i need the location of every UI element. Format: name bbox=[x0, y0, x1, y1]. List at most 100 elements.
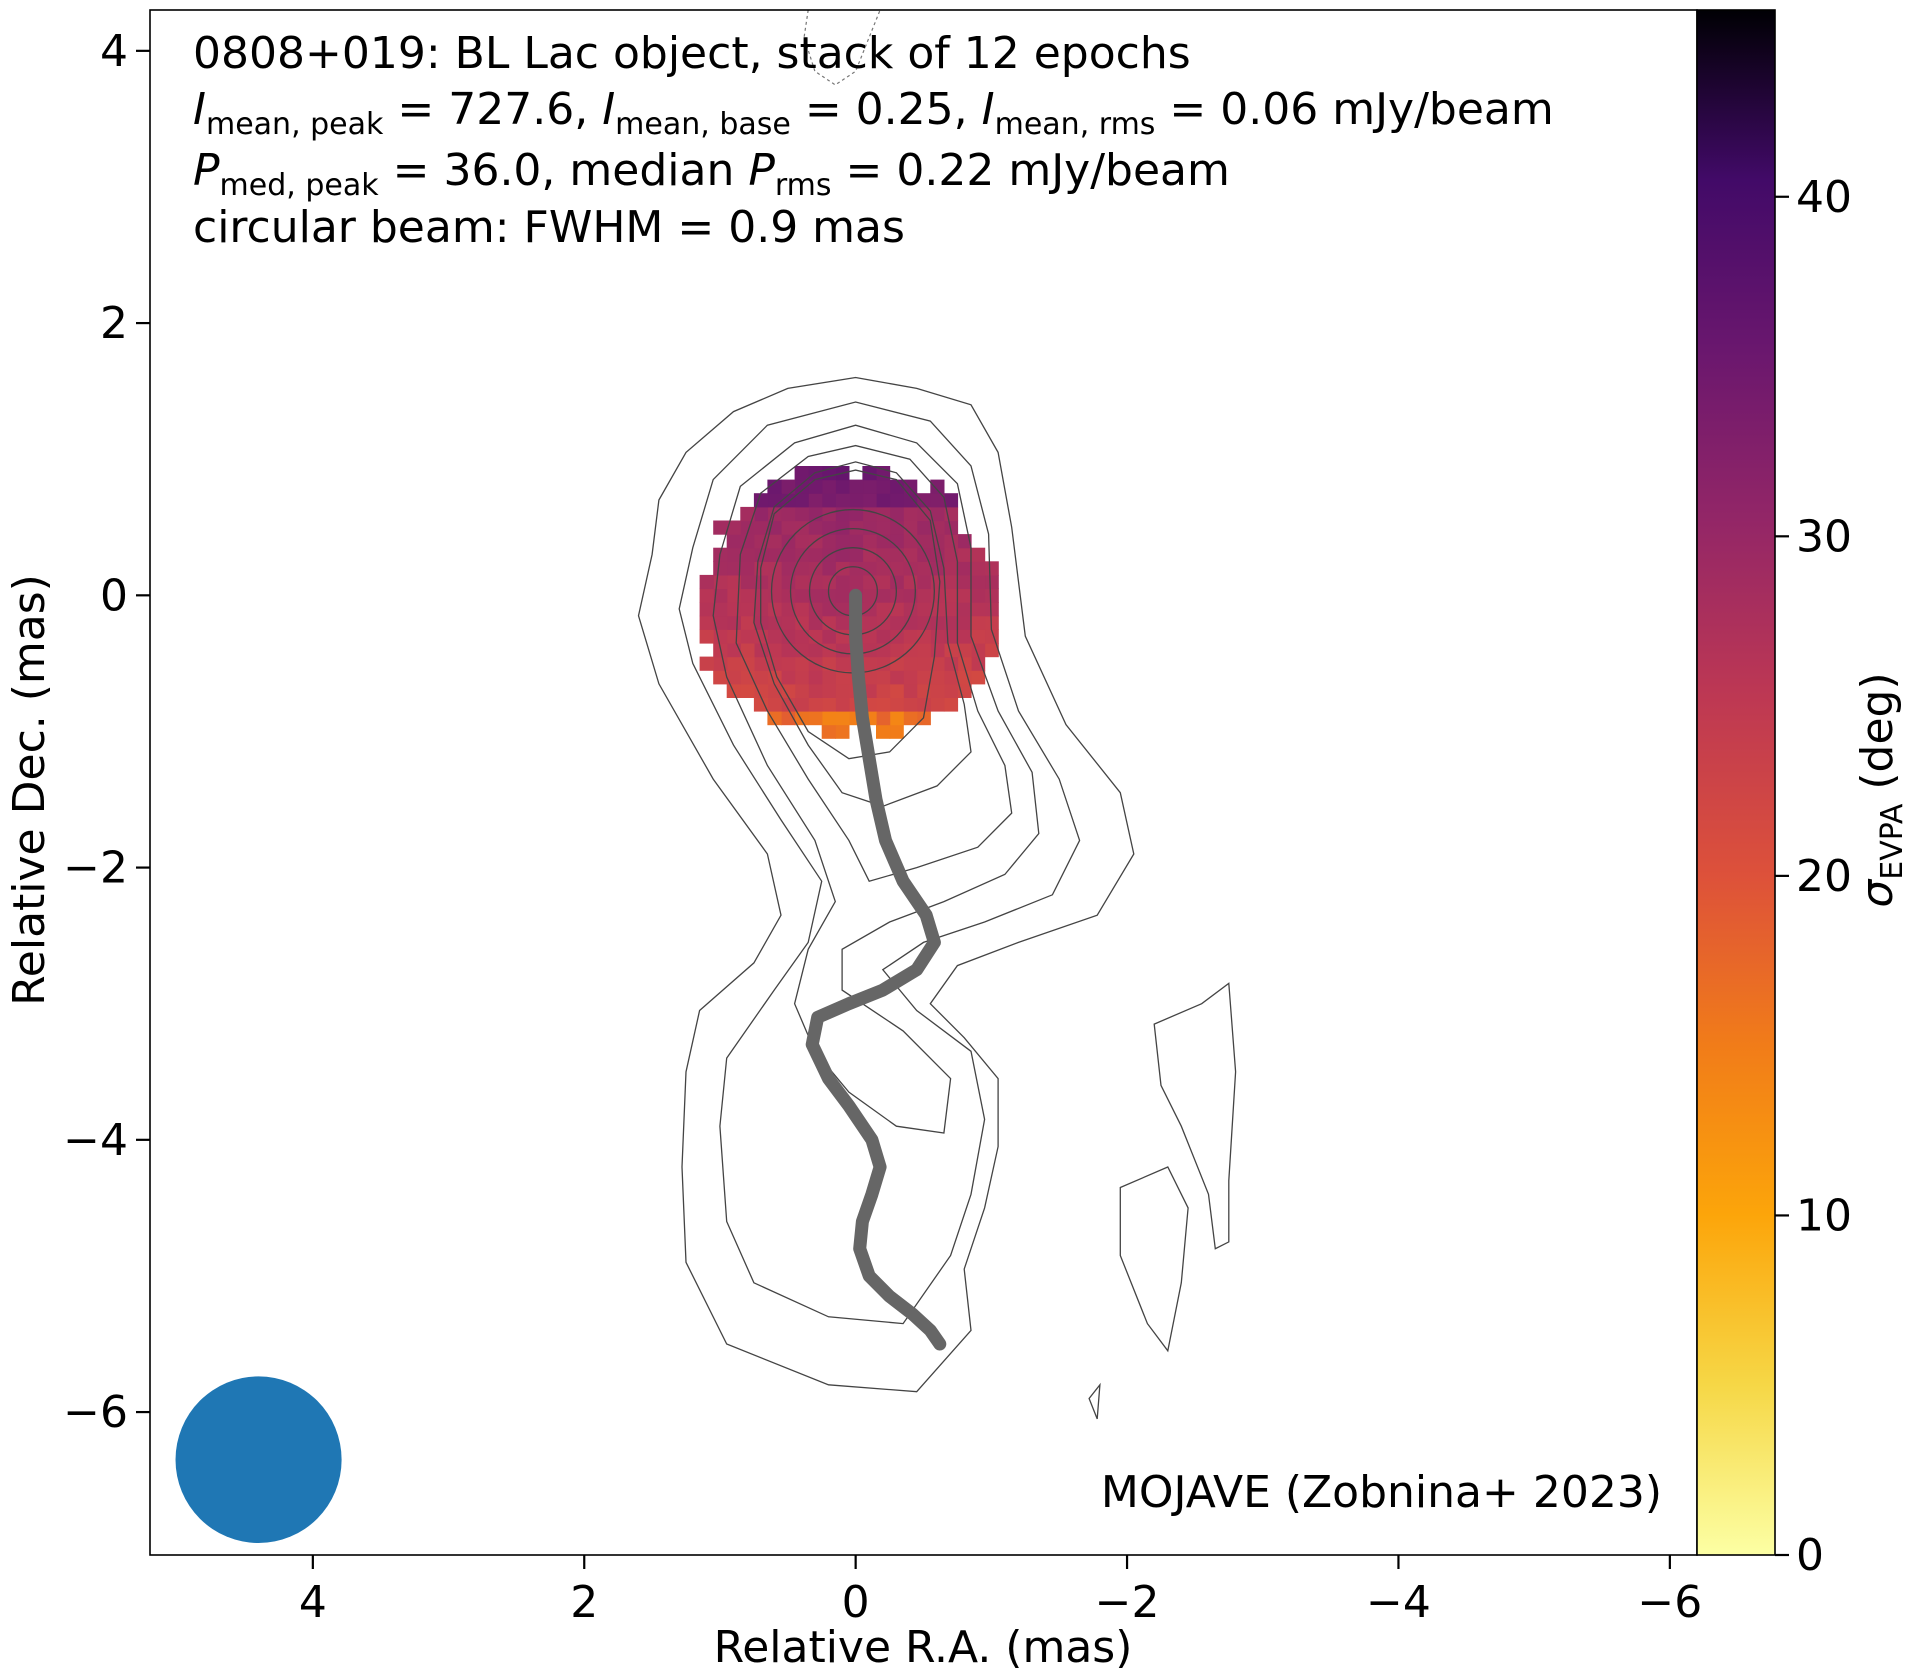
heatmap-pixel bbox=[767, 656, 782, 671]
heatmap-pixel bbox=[740, 547, 755, 562]
heatmap-pixel bbox=[835, 534, 850, 549]
heatmap-pixel bbox=[903, 506, 918, 522]
heatmap-pixel bbox=[794, 643, 809, 658]
heatmap-pixel bbox=[903, 629, 918, 644]
heatmap-pixel bbox=[943, 547, 959, 562]
heatmap-pixel bbox=[726, 574, 741, 590]
heatmap-pixel bbox=[889, 574, 904, 590]
intensity-contour bbox=[735, 444, 1013, 882]
heatmap-pixel bbox=[794, 588, 809, 603]
heatmap-pixel bbox=[957, 561, 972, 576]
heatmap-pixel bbox=[971, 547, 986, 562]
heatmap-pixel bbox=[781, 697, 796, 712]
heatmap-pixel bbox=[794, 602, 809, 617]
heatmap-pixel bbox=[848, 479, 864, 494]
heatmap-pixel bbox=[943, 629, 959, 644]
y-tick-label: 2 bbox=[100, 298, 128, 349]
heatmap-pixel bbox=[930, 588, 945, 603]
heatmap-pixel bbox=[767, 683, 782, 698]
heatmap-pixel bbox=[916, 670, 931, 685]
heatmap-pixel bbox=[903, 561, 918, 576]
heatmap-pixel bbox=[903, 711, 918, 726]
heatmap-pixel bbox=[794, 574, 809, 590]
heatmap-pixel bbox=[808, 697, 823, 712]
heatmap-pixel bbox=[916, 697, 931, 712]
heatmap-pixel bbox=[753, 506, 769, 522]
heatmap-pixel bbox=[862, 656, 877, 671]
heatmap-pixel bbox=[713, 574, 728, 590]
heatmap-pixel bbox=[943, 588, 959, 603]
heatmap-pixel bbox=[957, 547, 972, 562]
y-tick-label: −2 bbox=[63, 843, 128, 894]
heatmap-pixel bbox=[781, 683, 796, 698]
y-tick-label: 4 bbox=[100, 26, 128, 77]
heatmap-pixel bbox=[753, 520, 769, 535]
heatmap-pixel bbox=[713, 602, 728, 617]
heatmap-pixel bbox=[984, 643, 999, 658]
y-tick-label: −4 bbox=[63, 1115, 128, 1166]
heatmap-pixel bbox=[835, 724, 850, 739]
heatmap-pixel bbox=[889, 724, 904, 739]
heatmap-pixel bbox=[808, 629, 823, 644]
colorbar-tick-label: 40 bbox=[1796, 172, 1852, 223]
heatmap-pixel bbox=[943, 506, 959, 522]
heatmap-pixel bbox=[794, 711, 809, 726]
heatmap-pixel bbox=[740, 574, 755, 590]
heatmap-pixel bbox=[821, 656, 836, 671]
heatmap-pixel bbox=[916, 493, 931, 508]
heatmap-pixel bbox=[930, 479, 945, 494]
heatmap-pixel bbox=[821, 711, 836, 726]
jet-ridge-line bbox=[805, 588, 947, 1351]
heatmap-pixel bbox=[835, 493, 850, 508]
heatmap-pixel bbox=[821, 615, 836, 630]
heatmap-pixel bbox=[781, 670, 796, 685]
heatmap-pixel bbox=[889, 670, 904, 685]
heatmap-pixel bbox=[889, 479, 904, 494]
info-intensity-line: Imean, peak = 727.6, Imean, base = 0.25,… bbox=[193, 84, 1554, 142]
heatmap-pixel bbox=[821, 670, 836, 685]
heatmap-pixel bbox=[808, 670, 823, 685]
heatmap-pixel bbox=[916, 561, 931, 576]
heatmap-pixel bbox=[889, 561, 904, 576]
heatmap-pixel bbox=[889, 643, 904, 658]
heatmap-pixel bbox=[957, 670, 972, 685]
heatmap-pixel bbox=[726, 656, 741, 671]
plot-area bbox=[175, 10, 1237, 1544]
heatmap-pixel bbox=[753, 670, 769, 685]
polarization-heatmap bbox=[699, 466, 999, 739]
heatmap-pixel bbox=[808, 493, 823, 508]
heatmap-pixel bbox=[767, 697, 782, 712]
heatmap-pixel bbox=[808, 711, 823, 726]
heatmap-pixel bbox=[726, 561, 741, 576]
heatmap-pixel bbox=[781, 629, 796, 644]
heatmap-pixel bbox=[808, 615, 823, 630]
heatmap-pixel bbox=[876, 656, 891, 671]
colorbar-tick-label: 30 bbox=[1796, 511, 1852, 562]
x-axis-label: Relative R.A. (mas) bbox=[714, 1622, 1133, 1673]
heatmap-pixel bbox=[889, 493, 904, 508]
colorbar: 0 10 20 30 40 σEVPA (deg) bbox=[1696, 9, 1905, 1581]
heatmap-pixel bbox=[876, 561, 891, 576]
heatmap-pixel bbox=[794, 615, 809, 630]
heatmap-pixel bbox=[740, 602, 755, 617]
colorbar-ticks: 0 10 20 30 40 bbox=[1775, 172, 1852, 1581]
heatmap-pixel bbox=[876, 643, 891, 658]
heatmap-pixel bbox=[862, 643, 877, 658]
heatmap-pixel bbox=[699, 574, 714, 590]
heatmap-pixel bbox=[957, 588, 972, 603]
heatmap-pixel bbox=[984, 602, 999, 617]
heatmap-pixel bbox=[889, 697, 904, 712]
heatmap-pixel bbox=[943, 602, 959, 617]
heatmap-pixel bbox=[794, 683, 809, 698]
heatmap-pixel bbox=[821, 643, 836, 658]
heatmap-pixel bbox=[808, 520, 823, 535]
y-tick-label: −6 bbox=[63, 1387, 128, 1438]
heatmap-pixel bbox=[903, 697, 918, 712]
heatmap-pixel bbox=[930, 683, 945, 698]
heatmap-pixel bbox=[984, 561, 999, 576]
colorbar-tick-label: 20 bbox=[1796, 851, 1852, 902]
heatmap-pixel bbox=[957, 602, 972, 617]
heatmap-pixel bbox=[835, 602, 850, 617]
heatmap-pixel bbox=[916, 520, 931, 535]
heatmap-pixel bbox=[943, 656, 959, 671]
